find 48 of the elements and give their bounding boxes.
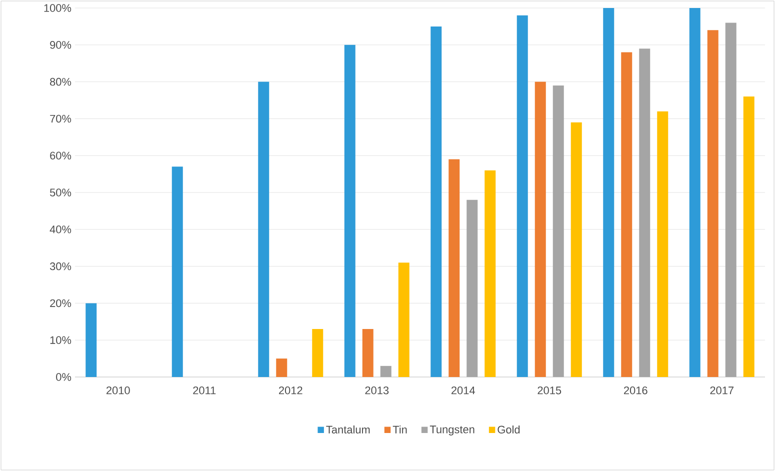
y-tick-label: 60% bbox=[50, 152, 72, 160]
x-tick-label: 2010 bbox=[106, 386, 130, 394]
bar bbox=[603, 8, 614, 377]
y-tick-label: 0% bbox=[56, 373, 72, 381]
x-tick-label: 2017 bbox=[710, 386, 734, 394]
y-tick-label: 40% bbox=[50, 226, 72, 234]
bar bbox=[707, 30, 718, 377]
x-tick-label: 2012 bbox=[278, 386, 302, 394]
bar bbox=[466, 200, 478, 377]
bar bbox=[448, 159, 460, 377]
bar bbox=[534, 82, 546, 377]
bar bbox=[552, 85, 564, 377]
bar bbox=[398, 262, 410, 377]
y-tick-label: 80% bbox=[50, 78, 72, 86]
bar bbox=[362, 329, 374, 377]
bar bbox=[380, 366, 392, 377]
bar bbox=[743, 96, 754, 377]
bar bbox=[621, 52, 632, 377]
legend-label: Tungsten bbox=[430, 426, 474, 436]
bar bbox=[258, 82, 270, 377]
bar bbox=[172, 166, 183, 377]
y-tick-label: 30% bbox=[50, 262, 72, 270]
y-tick-label: 50% bbox=[50, 188, 72, 196]
legend-label: Gold bbox=[498, 425, 520, 434]
x-tick-label: 2014 bbox=[451, 386, 475, 394]
bar bbox=[657, 111, 668, 377]
x-tick-label: 2013 bbox=[365, 386, 389, 394]
bar bbox=[725, 22, 736, 377]
bar bbox=[312, 329, 324, 377]
legend-label: Tin bbox=[392, 425, 407, 434]
y-tick-label: 90% bbox=[50, 41, 72, 49]
bar bbox=[86, 303, 97, 377]
x-tick-label: 2011 bbox=[193, 386, 216, 394]
legend-label: Tantalum bbox=[326, 425, 370, 434]
y-tick-label: 100% bbox=[44, 4, 72, 12]
bar bbox=[639, 48, 650, 377]
bar bbox=[516, 15, 528, 377]
y-tick-label: 70% bbox=[50, 114, 72, 123]
bar bbox=[430, 26, 442, 377]
bar bbox=[570, 122, 582, 377]
bar bbox=[484, 170, 496, 377]
bar bbox=[689, 8, 700, 377]
bar bbox=[344, 44, 356, 377]
x-tick-label: 2016 bbox=[624, 386, 648, 394]
y-tick-label: 20% bbox=[50, 299, 72, 308]
x-tick-label: 2015 bbox=[538, 386, 562, 394]
y-tick-label: 10% bbox=[50, 336, 72, 344]
bar bbox=[276, 358, 288, 377]
